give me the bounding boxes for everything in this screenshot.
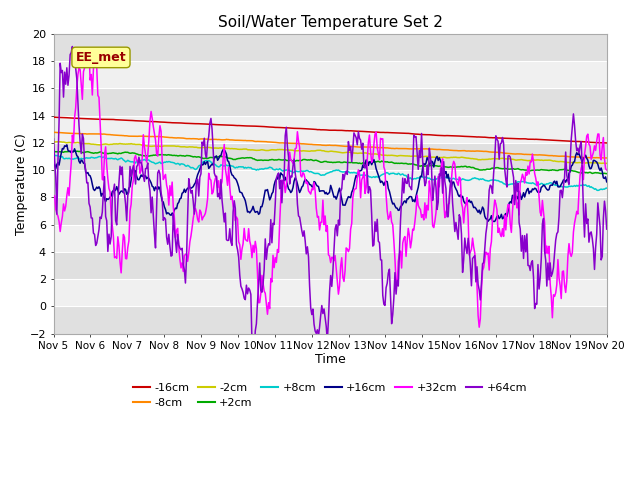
Bar [54,307,607,334]
Bar [54,88,607,116]
Bar [54,116,607,143]
Bar [54,225,607,252]
Bar [54,170,607,197]
Y-axis label: Temperature (C): Temperature (C) [15,133,28,235]
Legend: -16cm, -8cm, -2cm, +2cm, +8cm, +16cm, +32cm, +64cm: -16cm, -8cm, -2cm, +2cm, +8cm, +16cm, +3… [129,378,532,413]
Bar [54,143,607,170]
Bar [54,252,607,279]
Bar [54,34,607,61]
Bar [54,279,607,307]
X-axis label: Time: Time [315,353,346,366]
Bar [54,197,607,225]
Title: Soil/Water Temperature Set 2: Soil/Water Temperature Set 2 [218,15,442,30]
Text: EE_met: EE_met [76,51,126,64]
Bar [54,61,607,88]
